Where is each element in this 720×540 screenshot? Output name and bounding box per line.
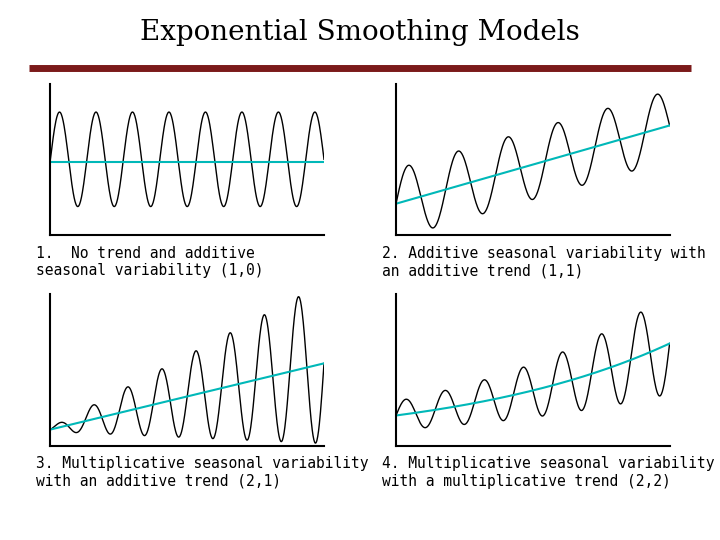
Text: 2. Additive seasonal variability with
an additive trend (1,1): 2. Additive seasonal variability with an… [382, 246, 706, 278]
Text: Exponential Smoothing Models: Exponential Smoothing Models [140, 19, 580, 46]
Text: 4. Multiplicative seasonal variability
with a multiplicative trend (2,2): 4. Multiplicative seasonal variability w… [382, 456, 714, 489]
Text: 1.  No trend and additive
seasonal variability (1,0): 1. No trend and additive seasonal variab… [36, 246, 264, 278]
Text: 3. Multiplicative seasonal variability
with an additive trend (2,1): 3. Multiplicative seasonal variability w… [36, 456, 369, 489]
